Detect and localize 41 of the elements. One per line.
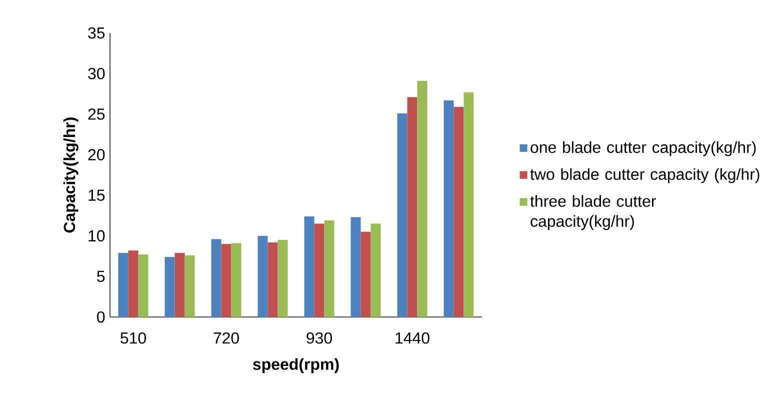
bar	[454, 106, 464, 317]
y-axis-title: Capacity(kg/hr)	[63, 118, 78, 233]
y-tick-label: 20	[88, 149, 105, 160]
bar	[221, 244, 232, 317]
bar	[324, 220, 334, 317]
bar	[164, 256, 175, 317]
bar	[370, 224, 381, 317]
bar	[184, 255, 195, 317]
x-tick-label: 510	[120, 332, 146, 344]
bar	[138, 254, 148, 317]
bar	[128, 250, 138, 317]
legend-label: one blade cutter capacity(kg/hr)	[530, 141, 756, 156]
y-tick-label: 5	[97, 270, 105, 282]
bar	[397, 113, 408, 317]
bar	[278, 240, 288, 317]
legend-label: two blade cutter capacity (kg/hr)	[530, 168, 760, 184]
bar	[268, 242, 278, 317]
bar	[118, 252, 128, 317]
y-tick-label: 10	[88, 230, 105, 242]
bar	[211, 239, 222, 317]
y-tick-label: 35	[88, 27, 105, 39]
bar	[350, 217, 361, 317]
bar	[304, 216, 314, 317]
x-tick-label: 1440	[396, 332, 430, 344]
y-tick-label: 25	[88, 108, 105, 120]
bar	[407, 97, 418, 317]
y-tick-label: 30	[88, 68, 105, 80]
x-tick-label: 930	[306, 332, 332, 344]
bar	[258, 236, 268, 317]
legend-label: three blade cutter capacity(kg/hr)	[530, 195, 656, 230]
y-tick-label: 0	[97, 311, 105, 323]
bar	[314, 224, 324, 317]
bar	[464, 92, 474, 317]
bar	[231, 243, 242, 317]
x-tick-label: 720	[214, 332, 239, 344]
bar	[174, 252, 185, 317]
bar	[417, 80, 428, 317]
y-tick-label: 15	[88, 190, 105, 201]
bar	[360, 232, 371, 317]
bar	[444, 100, 454, 317]
x-axis-title: speed(rpm)	[253, 358, 339, 374]
